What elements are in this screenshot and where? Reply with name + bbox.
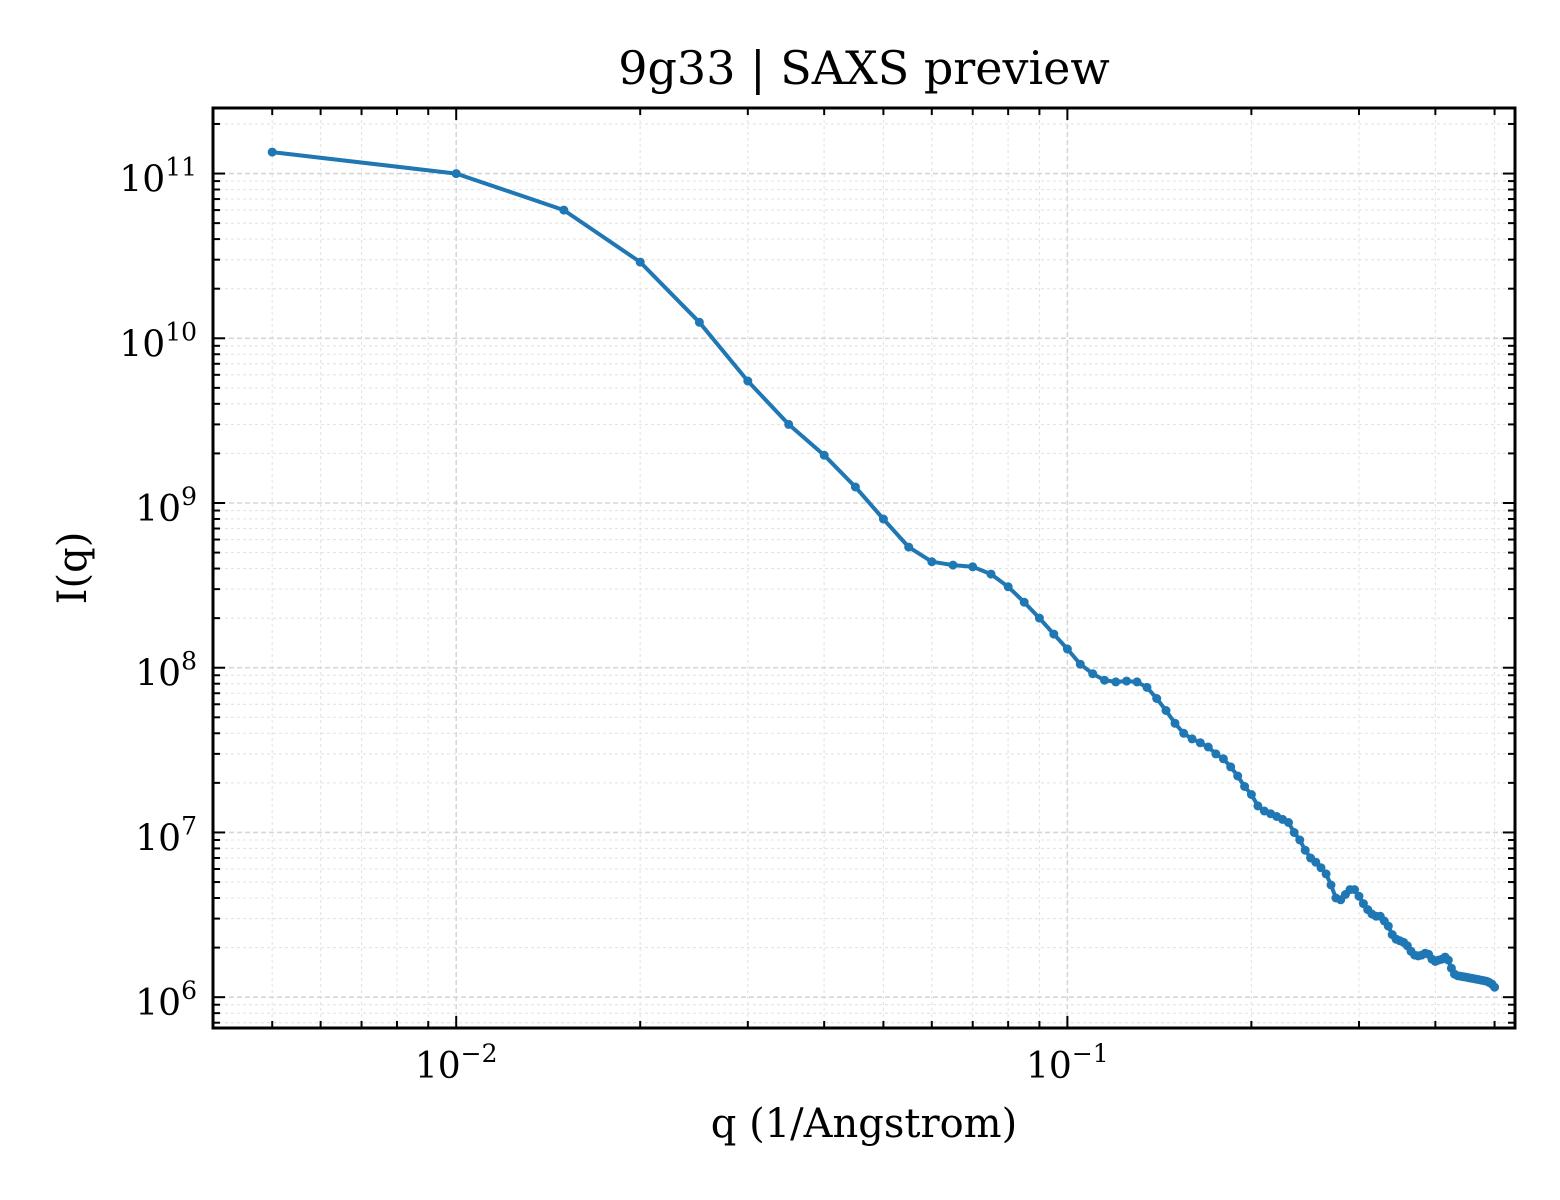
- data-point: [927, 557, 937, 567]
- y-tick-label: 107: [135, 811, 197, 859]
- data-point: [1019, 597, 1029, 607]
- data-point: [1246, 790, 1256, 799]
- data-point: [635, 257, 645, 267]
- y-tick-label: 1011: [119, 153, 197, 201]
- data-point: [1187, 734, 1197, 744]
- data-point: [1490, 982, 1500, 992]
- data-point: [1132, 677, 1142, 687]
- data-point: [1034, 613, 1044, 623]
- plot-frame: [211, 106, 1517, 1030]
- y-tick-label: 106: [135, 976, 197, 1024]
- data-point: [559, 205, 569, 215]
- data-point: [1152, 694, 1162, 703]
- data-point: [1088, 669, 1098, 679]
- data-point: [1195, 738, 1205, 748]
- tick-labels: 10−2 10−1 106 107 108 109 1010 1011: [119, 153, 1108, 1087]
- data-point: [986, 569, 996, 579]
- y-tick-label: 108: [135, 647, 197, 695]
- data-point: [878, 514, 888, 524]
- data-point: [694, 317, 704, 327]
- data-point: [948, 560, 958, 570]
- data-point: [1075, 659, 1085, 669]
- data-point: [1142, 682, 1152, 692]
- data-point: [819, 450, 829, 460]
- data-point: [1350, 885, 1359, 895]
- data-point: [1233, 771, 1243, 781]
- y-tick-label: 109: [135, 482, 197, 530]
- data-point: [1203, 742, 1213, 752]
- y-axis-label: I(q): [50, 532, 96, 605]
- data-point: [1354, 891, 1364, 901]
- x-axis-label: q (1/Angstrom): [711, 1101, 1017, 1147]
- data-point: [1100, 675, 1109, 685]
- data-point: [1295, 835, 1305, 845]
- data-point: [1049, 629, 1059, 639]
- data-point: [1111, 677, 1121, 687]
- x-tick-label: 10−1: [1026, 1039, 1109, 1087]
- data-point: [743, 376, 753, 386]
- data-point: [1161, 706, 1171, 715]
- data-point: [1321, 869, 1331, 879]
- data-point: [1253, 801, 1263, 811]
- data-point: [1289, 828, 1299, 837]
- data-point: [1170, 718, 1180, 728]
- grid: [212, 108, 1515, 1028]
- data-point: [1240, 782, 1250, 791]
- data-point: [1003, 582, 1013, 592]
- chart-title: 9g33 | SAXS preview: [618, 41, 1110, 95]
- y-tick-label: 1010: [119, 317, 197, 365]
- data-point: [1443, 955, 1453, 965]
- data-point: [1226, 762, 1236, 772]
- data-layer: [267, 147, 1500, 992]
- data-point: [850, 482, 860, 492]
- data-point: [1218, 754, 1228, 764]
- data-point: [1062, 644, 1072, 654]
- data-point: [1179, 728, 1189, 738]
- data-point: [968, 562, 978, 572]
- data-point: [267, 147, 277, 157]
- x-tick-label: 10−2: [415, 1039, 498, 1087]
- data-point: [1316, 863, 1326, 873]
- data-point: [1122, 676, 1132, 686]
- data-point: [1284, 818, 1293, 827]
- data-point: [1326, 880, 1336, 890]
- data-point: [904, 542, 914, 552]
- data-point: [451, 169, 461, 179]
- data-point: [784, 419, 794, 429]
- data-point: [1211, 749, 1221, 759]
- data-point: [1300, 845, 1310, 855]
- data-point: [1383, 921, 1393, 931]
